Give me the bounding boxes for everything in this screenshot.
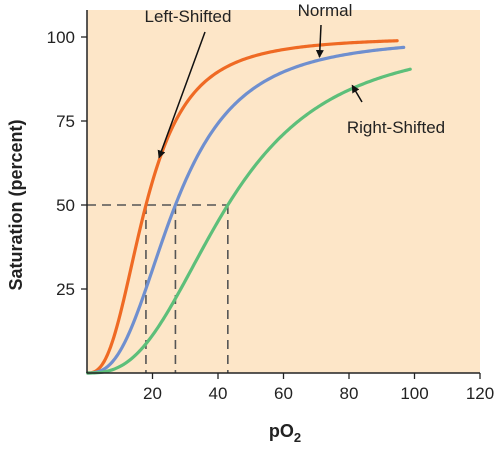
annotation-normal: Normal xyxy=(298,1,353,20)
x-axis-title: pO2 xyxy=(269,421,301,445)
series-line-left-shifted xyxy=(86,39,399,375)
x-tick-label: 60 xyxy=(274,384,293,403)
annotation-arrow-normal xyxy=(315,24,324,59)
annotation-arrow-right-shifted xyxy=(351,84,363,103)
y-axis-title: Saturation (percent) xyxy=(6,119,26,290)
x-axis-title-main: pO xyxy=(269,421,294,441)
y-tick-label: 50 xyxy=(56,196,75,215)
series-line-normal xyxy=(86,45,406,375)
x-tick-label: 120 xyxy=(466,384,494,403)
y-tick-label: 25 xyxy=(56,280,75,299)
x-tick-label: 100 xyxy=(400,384,428,403)
x-tick-label: 40 xyxy=(209,384,228,403)
annotations-layer: Left-Shifted Normal Right-Shifted xyxy=(145,1,445,159)
x-tick-label: 80 xyxy=(340,384,359,403)
annotation-left-shifted: Left-Shifted xyxy=(145,7,232,26)
y-tick-label: 75 xyxy=(56,112,75,131)
annotation-arrow-left-shifted xyxy=(157,31,206,159)
ticks-layer: 25 50 75 100 20 40 60 80 100 120 xyxy=(47,28,495,403)
x-axis-title-subscript: 2 xyxy=(294,430,301,445)
annotation-right-shifted: Right-Shifted xyxy=(347,118,445,137)
y-tick-label: 100 xyxy=(47,28,75,47)
x-tick-label: 20 xyxy=(143,384,162,403)
